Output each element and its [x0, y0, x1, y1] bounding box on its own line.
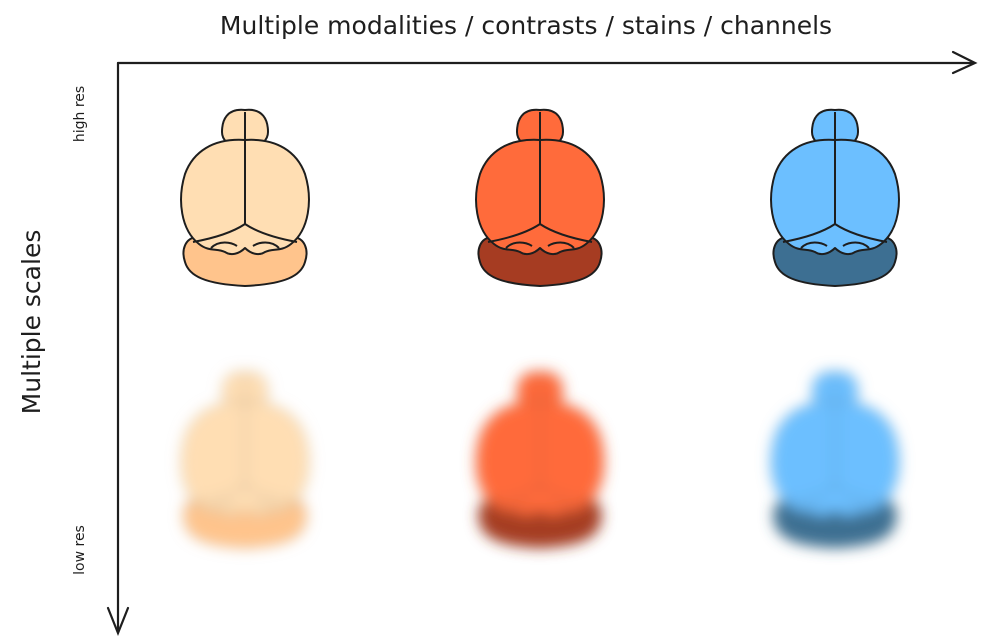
x-axis-label: Multiple modalities / contrasts / stains… [220, 11, 832, 40]
brain-peach-low-res [180, 371, 310, 549]
y-axis [106, 61, 130, 636]
brain-orange-low-res [475, 371, 605, 549]
brain-peach-high-res [180, 108, 310, 287]
brain-grid [180, 108, 900, 549]
brain-blue-high-res [770, 108, 900, 287]
x-axis [116, 50, 978, 75]
y-axis-top-label: high res [72, 86, 88, 142]
y-axis-label: Multiple scales [17, 230, 46, 415]
brain-blue-low-res [770, 371, 900, 549]
x-axis-arrowhead [951, 50, 978, 75]
y-axis-bottom-label: low res [72, 525, 88, 575]
y-axis-arrowhead [106, 606, 130, 636]
brain-orange-high-res [475, 108, 605, 287]
